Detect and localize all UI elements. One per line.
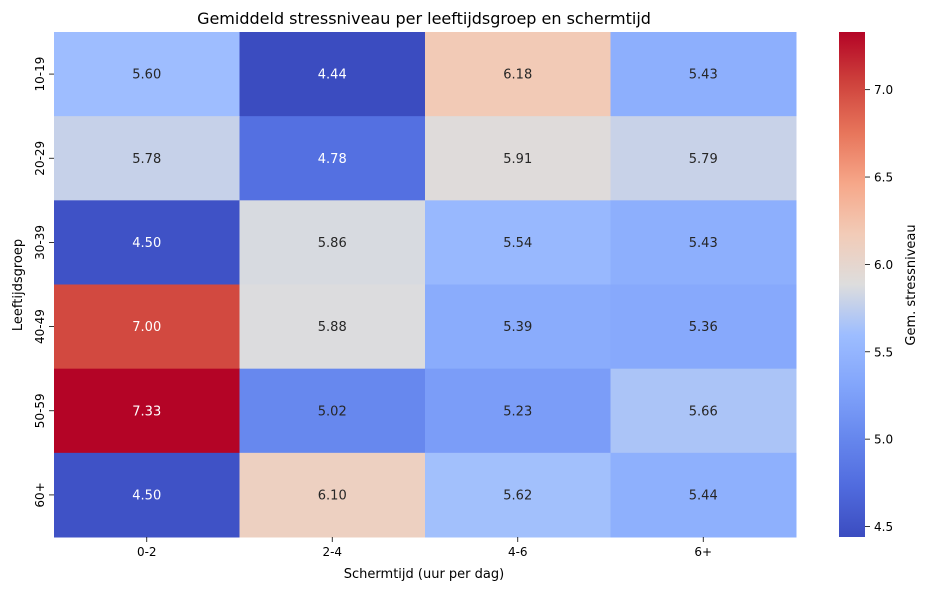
x-tick-label: 6+ <box>694 545 712 559</box>
y-axis: 10-19 20-29 30-39 40-49 50-59 60+ <box>33 57 54 508</box>
x-axis-label: Schermtijd (uur per dag) <box>344 567 504 582</box>
heatmap-cells: 5.60 4.44 6.18 5.43 5.78 4.78 5.91 5.79 4.50 5.86… <box>54 32 797 538</box>
cell-value-label: 5.91 <box>503 152 532 167</box>
cell-value-label: 5.62 <box>503 488 532 503</box>
y-tick-label: 50-59 <box>33 393 47 428</box>
heatmap-cell <box>239 200 426 285</box>
chart-title: Gemiddeld stressniveau per leeftijdsgroe… <box>197 9 651 28</box>
colorbar-tick-label: 7.0 <box>874 83 893 97</box>
x-tick-label: 2-4 <box>322 545 342 559</box>
y-tick-label: 10-19 <box>33 57 47 92</box>
heatmap-cell <box>610 116 797 201</box>
cell-value-label: 5.88 <box>318 320 347 335</box>
y-axis-label: Leeftijdsgroep <box>11 239 26 331</box>
y-tick-label: 60+ <box>33 482 47 507</box>
cell-value-label: 5.78 <box>132 152 161 167</box>
heatmap-cell <box>239 116 426 201</box>
cell-value-label: 6.10 <box>318 488 347 503</box>
cell-value-label: 5.60 <box>132 68 161 83</box>
cell-value-label: 4.78 <box>318 152 347 167</box>
x-tick-label: 0-2 <box>137 545 157 559</box>
colorbar-tick-label: 6.5 <box>874 171 893 185</box>
heatmap-cell <box>425 284 611 370</box>
cell-value-label: 7.00 <box>132 320 161 335</box>
heatmap-cell <box>610 32 797 117</box>
cell-value-label: 5.23 <box>503 404 532 419</box>
cell-value-label: 5.86 <box>318 236 347 251</box>
heatmap-cell <box>54 452 240 538</box>
cell-value-label: 4.44 <box>318 68 347 83</box>
heatmap-cell <box>425 200 611 285</box>
cell-value-label: 5.43 <box>689 236 718 251</box>
y-tick-label: 30-39 <box>33 225 47 260</box>
colorbar-tick-label: 5.0 <box>874 433 893 447</box>
heatmap-cell <box>54 200 240 285</box>
y-tick-label: 20-29 <box>33 141 47 176</box>
cell-value-label: 6.18 <box>503 68 532 83</box>
heatmap-cell <box>610 368 797 454</box>
cell-value-label: 5.44 <box>689 488 718 503</box>
cell-value-label: 5.66 <box>689 404 718 419</box>
cell-value-label: 4.50 <box>132 236 161 251</box>
heatmap-cell <box>610 284 797 370</box>
x-axis: 0-2 2-4 4-6 6+ <box>137 537 712 559</box>
cell-value-label: 5.54 <box>503 236 532 251</box>
colorbar-gradient <box>839 32 865 537</box>
heatmap-cell <box>239 32 426 117</box>
cell-value-label: 5.39 <box>503 320 532 335</box>
heatmap-cell <box>425 452 611 538</box>
cell-value-label: 4.50 <box>132 488 161 503</box>
heatmap-cell <box>54 32 240 117</box>
cell-value-label: 5.43 <box>689 68 718 83</box>
y-tick-label: 40-49 <box>33 309 47 344</box>
heatmap-cell <box>239 368 426 454</box>
colorbar-tick-label: 5.5 <box>874 345 893 359</box>
x-tick-label: 4-6 <box>508 545 528 559</box>
heatmap-cell <box>239 284 426 370</box>
colorbar: 4.5 5.0 5.5 6.0 6.5 7.0 <box>839 32 893 537</box>
heatmap-cell <box>425 368 611 454</box>
heatmap-cell <box>610 200 797 285</box>
cell-value-label: 5.02 <box>318 404 347 419</box>
heatmap-cell <box>425 32 611 117</box>
cell-value-label: 7.33 <box>132 404 161 419</box>
heatmap-cell <box>425 116 611 201</box>
heatmap-cell <box>54 116 240 201</box>
heatmap-cell <box>239 452 426 538</box>
cell-value-label: 5.36 <box>689 320 718 335</box>
heatmap-cell <box>54 284 240 370</box>
heatmap-cell <box>54 368 240 454</box>
colorbar-label: Gem. stressniveau <box>904 224 919 345</box>
colorbar-tick-label: 6.0 <box>874 258 893 272</box>
colorbar-tick-label: 4.5 <box>874 520 893 534</box>
heatmap-cell <box>610 452 797 538</box>
cell-value-label: 5.79 <box>689 152 718 167</box>
